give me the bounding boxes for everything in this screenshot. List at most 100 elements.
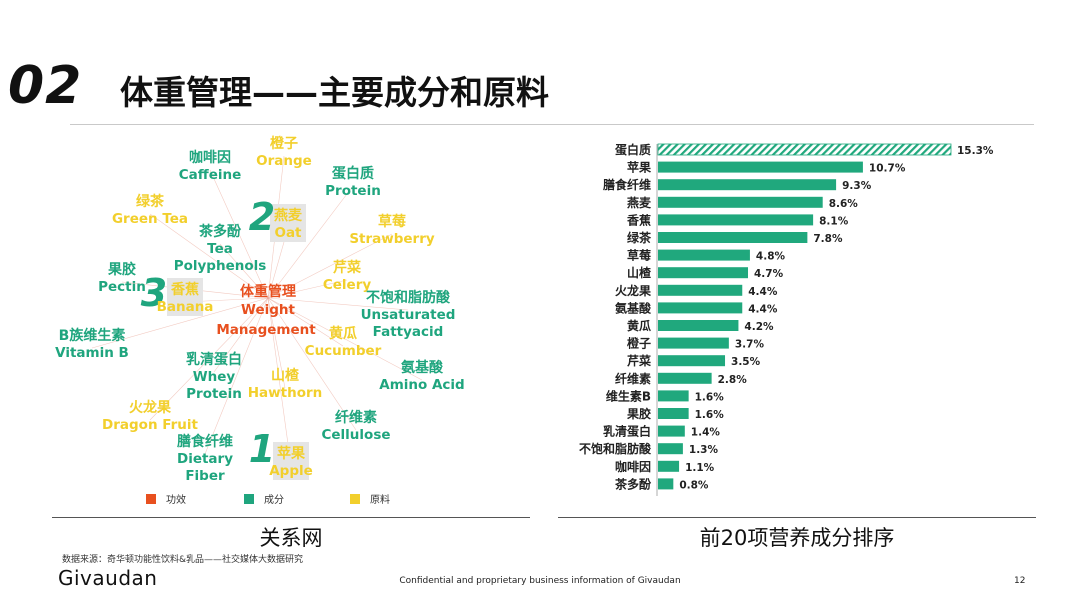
network-edge: [149, 213, 269, 299]
category-label: 氨基酸: [615, 300, 652, 315]
node-label-en: Oat: [274, 225, 302, 241]
legend-swatch: [244, 494, 254, 504]
node-label-cn: 芹菜: [333, 259, 362, 276]
bar: [658, 408, 689, 419]
node-label-cn: 燕麦: [274, 207, 303, 224]
node-label-cn: 香蕉: [170, 281, 199, 298]
title-divider: [70, 124, 1034, 125]
network-edge: [267, 297, 357, 431]
node-label-en: Caffeine: [179, 167, 242, 183]
node-label-cn: 乳清蛋白: [186, 351, 242, 368]
node-label-en: Banana: [157, 299, 214, 315]
bar: [658, 460, 680, 472]
value-label: 1.6%: [695, 391, 725, 403]
network-edge: [204, 297, 269, 455]
page-title: 体重管理——主要成分和原料: [120, 73, 549, 112]
value-label: 8.1%: [819, 215, 849, 227]
category-label: 绿茶: [627, 230, 652, 245]
value-label: 3.7%: [735, 339, 765, 351]
network-edge: [267, 279, 348, 299]
node-label-en: Fattyacid: [373, 324, 444, 340]
network-edge: [267, 297, 344, 347]
node-label-cn: 苹果: [277, 445, 306, 462]
nutrient-bar-chart: 蛋白质 15.3% 苹果 10.7% 膳食纤维 9.3% 燕麦 8.6% 香蕉 8.1% 绿茶 7.8…: [579, 142, 994, 496]
node-label-cn: 山楂: [271, 367, 300, 384]
chart-title: 前20项营养成分排序: [699, 526, 895, 550]
network-edge: [213, 297, 269, 373]
category-label: 纤维素: [615, 371, 651, 386]
value-label: 10.7%: [869, 163, 906, 175]
bar: [658, 232, 808, 243]
center-label-en1: Weight: [241, 302, 295, 318]
right-panel-rule: [558, 517, 1036, 518]
bar: [657, 143, 952, 156]
node-label-cn: 绿茶: [136, 193, 165, 210]
category-label: 火龙果: [615, 283, 651, 298]
value-label: 7.8%: [813, 233, 843, 245]
node-label-cn: B族维生素: [59, 327, 126, 344]
network-caption: 关系网: [259, 526, 323, 550]
node-label-en: Protein: [325, 183, 381, 199]
node-label-en: Hawthorn: [248, 385, 323, 401]
node-label-cn: 蛋白质: [332, 165, 374, 182]
value-label: 1.3%: [689, 444, 719, 456]
category-label: 蛋白质: [615, 142, 651, 157]
value-label: 4.4%: [748, 286, 778, 298]
confidential-note: Confidential and proprietary business in…: [399, 576, 681, 586]
category-label: 果胶: [626, 406, 651, 421]
node-label-en: Pectin: [98, 279, 146, 295]
value-label: 3.5%: [731, 356, 761, 368]
value-label: 1.4%: [691, 427, 721, 439]
category-label: 茶多酚: [614, 476, 652, 491]
value-label: 4.8%: [756, 251, 786, 263]
node-label-en: Polyphenols: [174, 258, 267, 274]
value-label: 15.3%: [957, 145, 994, 157]
rank-number: 2: [249, 195, 275, 239]
node-label-en: Amino Acid: [379, 377, 464, 393]
left-panel-rule: [52, 517, 530, 518]
node-label-cn: 茶多酚: [198, 223, 242, 240]
category-label: 苹果: [627, 160, 651, 175]
node-label-cn: 咖啡因: [189, 149, 231, 166]
node-label-cn: 橙子: [270, 135, 298, 152]
value-label: 4.2%: [744, 321, 774, 333]
node-label-cn: 膳食纤维: [177, 433, 233, 450]
category-label: 黄瓜: [627, 318, 651, 333]
network-legend: 功效 成分 原料: [146, 493, 390, 506]
bar: [658, 284, 743, 296]
data-source: 数据来源：奇华顿功能性饮料&乳品——社交媒体大数据研究: [62, 555, 304, 565]
node-label-cn: 纤维素: [335, 409, 377, 426]
value-label: 4.7%: [754, 268, 784, 280]
value-label: 2.8%: [718, 374, 748, 386]
rank-highlight-box: [273, 442, 309, 480]
category-label: 草莓: [627, 248, 651, 263]
node-label-cn: 氨基酸: [401, 359, 444, 376]
category-label: 乳清蛋白: [603, 424, 651, 439]
category-label: 维生素B: [606, 388, 651, 403]
network-edges: [91, 155, 423, 467]
node-label-en: Whey: [193, 369, 236, 385]
legend-swatch: [146, 494, 156, 504]
bar: [658, 390, 689, 402]
node-label-en: Cellulose: [321, 427, 390, 443]
node-label-en: Green Tea: [112, 211, 188, 227]
network-edge: [149, 297, 269, 421]
category-label: 膳食纤维: [603, 177, 651, 192]
category-label: 芹菜: [627, 353, 651, 368]
bar: [658, 425, 685, 437]
category-label: 香蕉: [626, 212, 651, 227]
network-edge: [267, 233, 393, 299]
node-label-cn: 火龙果: [129, 399, 172, 416]
